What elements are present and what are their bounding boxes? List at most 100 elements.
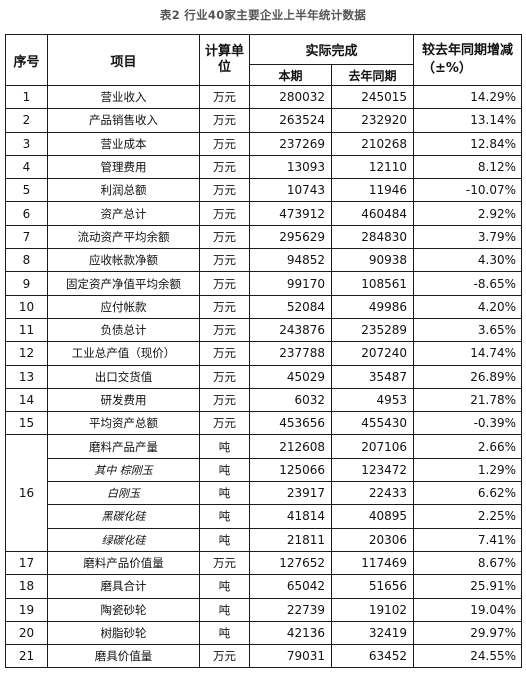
table-row: 3 营业成本 万元 237269 210268 12.84% [5, 131, 523, 156]
row-seq: 20 [5, 620, 48, 646]
row-last-year: 235289 [330, 317, 415, 343]
row-current: 52084 [249, 294, 332, 319]
row-last-year: 207240 [330, 341, 415, 366]
row-item: 管理费用 [47, 154, 200, 180]
row-item: 利润总额 [47, 178, 200, 203]
row-unit: 吨 [199, 504, 250, 529]
row-current: 23917 [249, 481, 332, 506]
row-change: 8.67% [413, 550, 523, 576]
table-row: 13 出口交货值 万元 45029 35487 26.89% [5, 364, 523, 389]
table-row: 19 陶瓷砂轮吨 22739 19102 19.04% [5, 597, 523, 622]
row-last-year: 12110 [330, 154, 415, 180]
table-row: 20 树脂砂轮吨 42136 32419 29.97% [5, 620, 523, 646]
row-current: 42136 [249, 620, 332, 646]
row-unit: 万元 [199, 294, 250, 319]
row-current: 243876 [249, 317, 332, 343]
row-item: 磨具合计 [47, 574, 200, 599]
row-change: 14.74% [413, 341, 523, 366]
row-change: -8.65% [413, 271, 523, 296]
row-seq: 3 [5, 131, 48, 156]
row-change: 3.65% [413, 317, 523, 343]
row-change: 12.84% [413, 131, 523, 156]
table-row: 2 产品销售收入 万元 263524 232920 13.14% [5, 108, 523, 133]
row-current: 22739 [249, 597, 332, 622]
row-item: 磨料产品价值量 [47, 550, 200, 576]
row-change: 24.55% [413, 644, 523, 669]
row-seq: 1 [5, 84, 48, 110]
row-last-year: 123472 [330, 457, 415, 483]
row-unit: 吨 [199, 597, 250, 622]
row-last-year: 460484 [330, 201, 415, 226]
row-current: 21811 [249, 527, 332, 552]
row-unit: 万元 [199, 224, 250, 250]
row-item: 固定资产净值平均余额 [47, 271, 200, 296]
table-row: 18 磨具合计吨 65042 51656 25.91% [5, 574, 523, 599]
row-current: 6032 [249, 387, 332, 413]
row-change: 6.62% [413, 481, 523, 506]
row-item: 出口交货值 [47, 364, 200, 389]
row-change: 1.29% [413, 457, 523, 483]
row-change: 2.92% [413, 201, 523, 226]
row-item: 资产总计 [47, 201, 200, 226]
row-seq: 18 [5, 574, 48, 599]
row-seq: 13 [5, 364, 48, 389]
row-last-year: 455430 [330, 411, 415, 436]
row-last-year: 20306 [330, 527, 415, 552]
row-seq: 6 [5, 201, 48, 226]
header-seq: 序号 [5, 34, 48, 86]
row-item: 流动资产平均余额 [47, 224, 200, 250]
row-last-year: 35487 [330, 364, 415, 389]
row-unit: 万元 [199, 271, 250, 296]
table-row: 白刚玉吨 23917 22433 6.62% [6, 481, 523, 506]
row-change: -0.39% [413, 411, 523, 436]
row-change: 25.91% [413, 574, 523, 599]
row-change: 19.04% [413, 597, 523, 622]
row-change: 4.30% [413, 248, 523, 273]
row-change: 14.29% [413, 84, 523, 110]
row-last-year: 19102 [330, 597, 415, 622]
row-current: 125066 [249, 457, 332, 483]
table-row: 9 固定资产净值平均余额 万元 99170 108561 -8.65% [5, 271, 523, 296]
row-item: 绿碳化硅 [47, 527, 200, 552]
row-last-year: 117469 [330, 550, 415, 576]
row-seq: 21 [5, 644, 48, 669]
row-current: 13093 [249, 154, 332, 180]
header-last-year: 去年同期 [330, 64, 415, 86]
row-seq: 16 [5, 434, 48, 552]
row-last-year: 108561 [330, 271, 415, 296]
row-change: 8.12% [413, 154, 523, 180]
row-item: 平均资产总额 [47, 411, 200, 436]
row-current: 212608 [249, 434, 332, 459]
table-row: 11 负债总计 万元 243876 235289 3.65% [5, 317, 523, 343]
row-current: 237269 [249, 131, 332, 156]
row-unit: 吨 [199, 457, 250, 483]
row-current: 263524 [249, 108, 332, 133]
table-row: 4 管理费用 万元 13093 12110 8.12% [5, 154, 523, 180]
header-change: 较去年同期增减（±%） [413, 34, 523, 86]
row-unit: 万元 [199, 154, 250, 180]
row-change: 13.14% [413, 108, 523, 133]
table-row: 7 流动资产平均余额 万元 295629 284830 3.79% [5, 224, 523, 250]
row-last-year: 51656 [330, 574, 415, 599]
row-current: 127652 [249, 550, 332, 576]
row-item: 陶瓷砂轮 [47, 597, 200, 622]
row-last-year: 210268 [330, 131, 415, 156]
row-item: 研发费用 [47, 387, 200, 413]
table-row: 8 应收帐款净额 万元 94852 90938 4.30% [5, 248, 523, 273]
row-item: 黑碳化硅 [47, 504, 200, 529]
row-last-year: 22433 [330, 481, 415, 506]
header-unit: 计算单位 [199, 34, 250, 86]
table-row: 21 磨具价值量 万元 79031 63452 24.55% [5, 644, 523, 669]
row-current: 79031 [249, 644, 332, 669]
header-actual: 实际完成 [248, 34, 415, 65]
row-item: 应付帐款 [47, 294, 200, 319]
table-row: 绿碳化硅吨 21811 20306 7.41% [6, 527, 523, 552]
row-unit: 吨 [199, 574, 250, 599]
row-last-year: 49986 [330, 294, 415, 319]
row-item: 工业总产值（现价） [47, 341, 200, 366]
row-unit: 吨 [199, 620, 250, 646]
row-change: 26.89% [413, 364, 523, 389]
row-seq: 8 [5, 248, 48, 273]
row-last-year: 284830 [330, 224, 415, 250]
table-row: 6 资产总计 万元 473912 460484 2.92% [5, 201, 523, 226]
